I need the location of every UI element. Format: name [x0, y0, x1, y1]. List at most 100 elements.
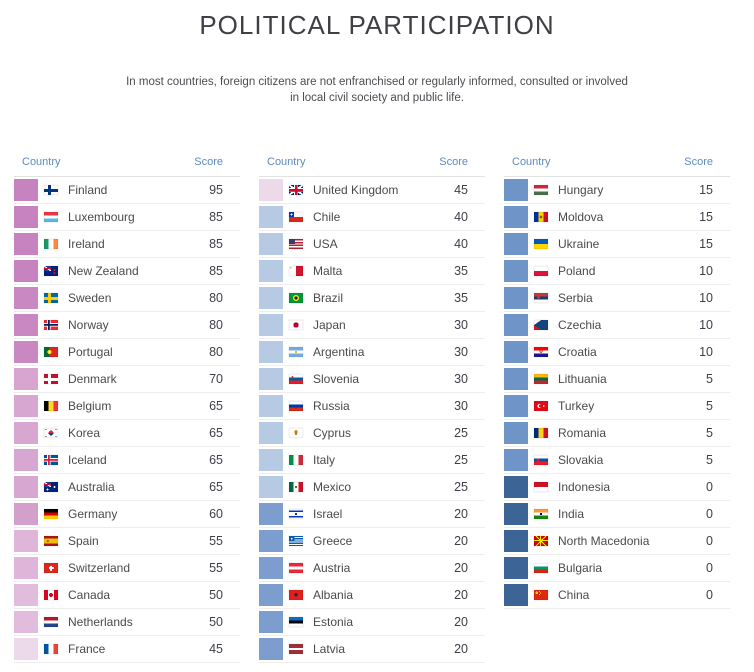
table-row[interactable]: Denmark 70 — [14, 366, 240, 393]
country-score-tables: Country Score Finland 95 Luxembourg 85 Ireland… — [0, 152, 754, 663]
table-row[interactable]: United Kingdom 45 — [259, 177, 485, 204]
score-color-bar — [504, 260, 528, 282]
table-row[interactable]: Czechia 10 — [504, 312, 730, 339]
table-row[interactable]: Russia 30 — [259, 393, 485, 420]
table-row[interactable]: Poland 10 — [504, 258, 730, 285]
greece-flag-icon — [289, 536, 303, 546]
estonia-flag-icon — [289, 617, 303, 627]
table-row[interactable]: Lithuania 5 — [504, 366, 730, 393]
table-row[interactable]: Indonesia 0 — [504, 474, 730, 501]
table-row[interactable]: North Macedonia 0 — [504, 528, 730, 555]
table-row[interactable]: France 45 — [14, 636, 240, 663]
table-row[interactable]: USA 40 — [259, 231, 485, 258]
table-row[interactable]: Slovenia 30 — [259, 366, 485, 393]
country-score: 20 — [454, 561, 468, 575]
score-color-bar — [259, 557, 283, 579]
table-row[interactable]: Hungary 15 — [504, 177, 730, 204]
country-name: Albania — [313, 588, 354, 602]
switzerland-flag-icon — [44, 563, 58, 573]
table-row[interactable]: Israel 20 — [259, 501, 485, 528]
score-color-bar — [504, 179, 528, 201]
poland-flag-icon — [534, 266, 548, 276]
country-name: Norway — [68, 318, 109, 332]
table-row[interactable]: New Zealand 85 — [14, 258, 240, 285]
table-row[interactable]: Ireland 85 — [14, 231, 240, 258]
score-column-header: Score — [439, 156, 468, 168]
table-row[interactable]: Turkey 5 — [504, 393, 730, 420]
country-score: 40 — [454, 237, 468, 251]
table-row[interactable]: Malta 35 — [259, 258, 485, 285]
new-zealand-flag-icon — [44, 266, 58, 276]
table-header: Country Score — [14, 152, 240, 177]
country-score: 30 — [454, 318, 468, 332]
country-name: Iceland — [68, 453, 107, 467]
table-row[interactable]: Netherlands 50 — [14, 609, 240, 636]
table-row[interactable]: Austria 20 — [259, 555, 485, 582]
table-row[interactable]: Germany 60 — [14, 501, 240, 528]
table-row[interactable]: Argentina 30 — [259, 339, 485, 366]
table-row[interactable]: Australia 65 — [14, 474, 240, 501]
score-color-bar — [504, 476, 528, 498]
table-row[interactable]: Finland 95 — [14, 177, 240, 204]
country-score: 10 — [699, 264, 713, 278]
table-row[interactable]: Mexico 25 — [259, 474, 485, 501]
table-row[interactable]: Estonia 20 — [259, 609, 485, 636]
table-row[interactable]: Albania 20 — [259, 582, 485, 609]
score-color-bar — [504, 314, 528, 336]
table-row[interactable]: Slovakia 5 — [504, 447, 730, 474]
table-row[interactable]: Portugal 80 — [14, 339, 240, 366]
score-color-bar — [504, 557, 528, 579]
table-row[interactable]: Greece 20 — [259, 528, 485, 555]
country-score: 20 — [454, 507, 468, 521]
table-row[interactable]: Latvia 20 — [259, 636, 485, 663]
country-score: 5 — [706, 399, 713, 413]
table-row[interactable]: Romania 5 — [504, 420, 730, 447]
table-row[interactable]: Ukraine 15 — [504, 231, 730, 258]
score-color-bar — [259, 179, 283, 201]
belgium-flag-icon — [44, 401, 58, 411]
country-score: 25 — [454, 480, 468, 494]
table-row[interactable]: Japan 30 — [259, 312, 485, 339]
sweden-flag-icon — [44, 293, 58, 303]
table-row[interactable]: Cyprus 25 — [259, 420, 485, 447]
table-row[interactable]: Bulgaria 0 — [504, 555, 730, 582]
north-macedonia-flag-icon — [534, 536, 548, 546]
table-row[interactable]: Iceland 65 — [14, 447, 240, 474]
table-row[interactable]: India 0 — [504, 501, 730, 528]
country-score: 80 — [209, 291, 223, 305]
country-score: 15 — [699, 210, 713, 224]
table-row[interactable]: Brazil 35 — [259, 285, 485, 312]
table-row[interactable]: Croatia 10 — [504, 339, 730, 366]
table-row[interactable]: Korea 65 — [14, 420, 240, 447]
table-row[interactable]: China 0 — [504, 582, 730, 609]
country-score: 35 — [454, 291, 468, 305]
country-name: USA — [313, 237, 338, 251]
table-row[interactable]: Switzerland 55 — [14, 555, 240, 582]
table-row[interactable]: Italy 25 — [259, 447, 485, 474]
score-color-bar — [504, 422, 528, 444]
table-row[interactable]: Moldova 15 — [504, 204, 730, 231]
table-row[interactable]: Chile 40 — [259, 204, 485, 231]
table-row[interactable]: Norway 80 — [14, 312, 240, 339]
country-name: Denmark — [68, 372, 117, 386]
table-row[interactable]: Belgium 65 — [14, 393, 240, 420]
table-row[interactable]: Luxembourg 85 — [14, 204, 240, 231]
country-name: Portugal — [68, 345, 113, 359]
country-score: 0 — [706, 534, 713, 548]
chile-flag-icon — [289, 212, 303, 222]
score-color-bar — [259, 584, 283, 606]
country-name: Italy — [313, 453, 336, 467]
country-name: Australia — [68, 480, 115, 494]
germany-flag-icon — [44, 509, 58, 519]
table-row[interactable]: Spain 55 — [14, 528, 240, 555]
table-row[interactable]: Serbia 10 — [504, 285, 730, 312]
country-score: 55 — [209, 534, 223, 548]
score-color-bar — [259, 530, 283, 552]
table-row[interactable]: Sweden 80 — [14, 285, 240, 312]
table-row[interactable]: Canada 50 — [14, 582, 240, 609]
country-name: Switzerland — [68, 561, 131, 575]
ukraine-flag-icon — [534, 239, 548, 249]
turkey-flag-icon — [534, 401, 548, 411]
austria-flag-icon — [289, 563, 303, 573]
